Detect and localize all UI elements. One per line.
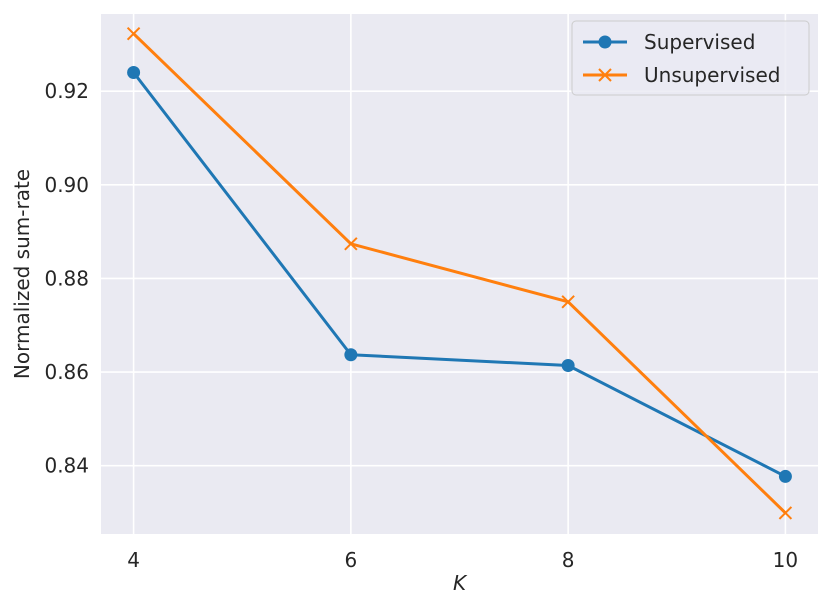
data-point xyxy=(598,68,612,82)
data-point xyxy=(127,66,141,80)
data-point xyxy=(126,26,141,41)
series-line xyxy=(132,71,787,478)
y-tick-label: 0.86 xyxy=(44,360,89,384)
data-point xyxy=(778,469,792,483)
legend-item: Supervised xyxy=(583,30,755,54)
y-tick-label: 0.84 xyxy=(44,454,89,478)
data-point xyxy=(344,348,358,362)
x-tick-label: 6 xyxy=(344,548,357,572)
ticks: 4 6 8 10 0.84 0.86 0.88 0.90 0.92 xyxy=(44,79,798,572)
legend-label: Supervised xyxy=(644,30,755,54)
data-point xyxy=(561,359,575,373)
data-point xyxy=(598,35,612,49)
y-tick-label: 0.92 xyxy=(44,79,89,103)
series-line xyxy=(132,32,787,515)
series-layer xyxy=(126,26,793,520)
x-axis-label: K xyxy=(453,571,468,595)
y-axis-label: Normalized sum-rate xyxy=(10,169,34,379)
legend: Supervised Unsupervised xyxy=(571,20,810,96)
legend-box xyxy=(571,20,810,96)
x-tick-label: 10 xyxy=(773,548,798,572)
data-point xyxy=(561,295,575,309)
data-point xyxy=(778,506,793,520)
x-tick-label: 8 xyxy=(562,548,575,572)
data-point xyxy=(344,237,358,251)
x-tick-label: 4 xyxy=(127,548,140,572)
legend-label: Unsupervised xyxy=(644,63,780,87)
y-tick-label: 0.88 xyxy=(44,266,89,290)
legend-item: Unsupervised xyxy=(583,63,780,87)
y-tick-label: 0.90 xyxy=(44,173,89,197)
